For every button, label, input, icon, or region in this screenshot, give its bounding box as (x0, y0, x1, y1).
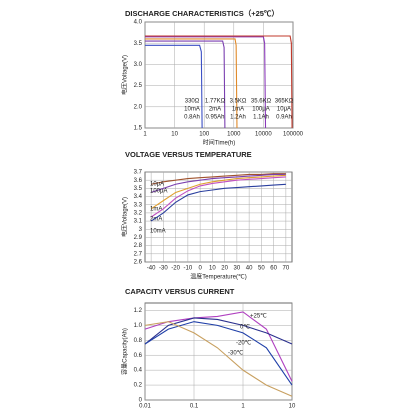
plot-area (144, 171, 293, 263)
y-tick-label: 0.8 (134, 338, 143, 344)
series-line (144, 321, 293, 386)
y-tick-label: 2.6 (134, 260, 143, 266)
series-label: 1mA (150, 207, 162, 213)
y-axis-label: 容量Capacity(Ah) (121, 328, 129, 375)
x-tick-label: -20 (171, 266, 180, 272)
legend-capacity: 0.9Ah (276, 115, 292, 121)
legend-label: 3.5KΩ (230, 99, 247, 105)
legend-current: 10μA (277, 107, 291, 113)
x-tick-label: -40 (147, 266, 156, 272)
legend-current: 2mA (209, 107, 221, 113)
legend-current: 1mA (232, 107, 244, 113)
y-tick-label: 3.5 (134, 41, 143, 47)
series-line (145, 40, 226, 129)
x-tick-label: 1 (241, 404, 245, 410)
y-tick-label: 4.0 (134, 20, 143, 26)
y-tick-label: 2.5 (134, 83, 143, 89)
series-line (145, 44, 203, 129)
y-tick-label: 3.5 (134, 186, 143, 192)
y-tick-label: 3.0 (134, 62, 143, 68)
series-line (150, 174, 286, 210)
series-line (145, 36, 267, 129)
y-tick-label: 0.6 (134, 353, 143, 359)
chart-title: DISCHARGE CHARACTERISTICS（+25℃） (125, 8, 279, 18)
x-axis-label: 温度Temperature(℃) (190, 273, 246, 281)
y-tick-label: 3.1 (134, 219, 143, 225)
y-tick-label: 2.8 (134, 243, 143, 249)
x-tick-label: -10 (184, 266, 193, 272)
legend-capacity: 1.1Ah (253, 115, 269, 121)
legend-capacity: 0.95Ah (205, 115, 224, 121)
legend-label: 1.77KΩ (205, 99, 226, 105)
legend-label: 35.6KΩ (251, 99, 272, 105)
y-tick-label: 3.4 (134, 194, 143, 200)
y-tick-label: 1.5 (134, 126, 143, 132)
x-tick-label: 0 (198, 266, 202, 272)
x-tick-label: -30 (159, 266, 168, 272)
x-tick-label: 1 (143, 132, 147, 138)
legend-capacity: 1.2Ah (230, 115, 246, 121)
x-tick-label: 0.01 (139, 404, 151, 410)
series-line (144, 321, 293, 397)
x-tick-label: 10 (289, 404, 296, 410)
x-tick-label: 10 (171, 132, 178, 138)
y-tick-label: 0.2 (134, 383, 143, 389)
legend-current: 10mA (184, 107, 200, 113)
legend-label: 365KΩ (275, 99, 294, 105)
series-label: +25℃ (250, 314, 267, 320)
x-tick-label: 20 (221, 266, 228, 272)
series-label: -20℃ (236, 341, 252, 347)
plot-area (144, 21, 294, 129)
x-tick-label: 40 (246, 266, 253, 272)
series-line (150, 176, 286, 218)
y-tick-label: 1.0 (134, 323, 143, 329)
plot-area (144, 302, 293, 401)
legend-capacity: 0.8Ah (184, 115, 200, 121)
series-line (144, 317, 293, 345)
x-tick-label: 10 (209, 266, 216, 272)
x-tick-label: 70 (283, 266, 290, 272)
y-tick-label: 3 (139, 227, 143, 233)
y-tick-label: 3.6 (134, 178, 143, 184)
legend-current: 100μA (252, 107, 269, 113)
series-label: 2mA (150, 217, 162, 223)
series-line (150, 183, 286, 222)
x-tick-label: 10000 (255, 132, 272, 138)
series-label: -30℃ (228, 351, 244, 357)
chart-title: CAPACITY VERSUS CURRENT (125, 287, 235, 296)
x-tick-label: 1000 (227, 132, 241, 138)
y-tick-label: 2.9 (134, 235, 143, 241)
y-tick-label: 3.3 (134, 202, 143, 208)
series-line (145, 38, 238, 129)
x-tick-label: 100000 (283, 132, 304, 138)
series-line (151, 173, 286, 185)
x-tick-label: 50 (258, 266, 265, 272)
y-axis-label: 电压Voltage(V) (121, 197, 129, 237)
x-tick-label: 0.1 (190, 404, 199, 410)
y-tick-label: 0.4 (134, 368, 143, 374)
series-label: 10μA (150, 182, 164, 188)
chart-title: VOLTAGE VERSUS TEMPERATURE (125, 150, 252, 159)
series-label: 0℃ (240, 325, 250, 331)
y-tick-label: 3.2 (134, 210, 143, 216)
x-tick-label: 100 (199, 132, 210, 138)
series-line (150, 173, 286, 193)
series-label: 10mA (150, 229, 166, 235)
y-tick-label: 3.7 (134, 170, 143, 176)
series-label: 100μA (150, 189, 167, 195)
y-tick-label: 2.7 (134, 251, 143, 257)
x-axis-label: 时间Time(h) (203, 139, 235, 147)
x-tick-label: 60 (270, 266, 277, 272)
y-axis-label: 电压Voltage(V) (121, 55, 129, 95)
series-line (145, 35, 293, 129)
y-tick-label: 0 (139, 398, 143, 404)
y-tick-label: 2.0 (134, 104, 143, 110)
y-tick-label: 1.2 (134, 308, 143, 314)
legend-label: 330Ω (185, 99, 200, 105)
x-tick-label: 30 (234, 266, 241, 272)
